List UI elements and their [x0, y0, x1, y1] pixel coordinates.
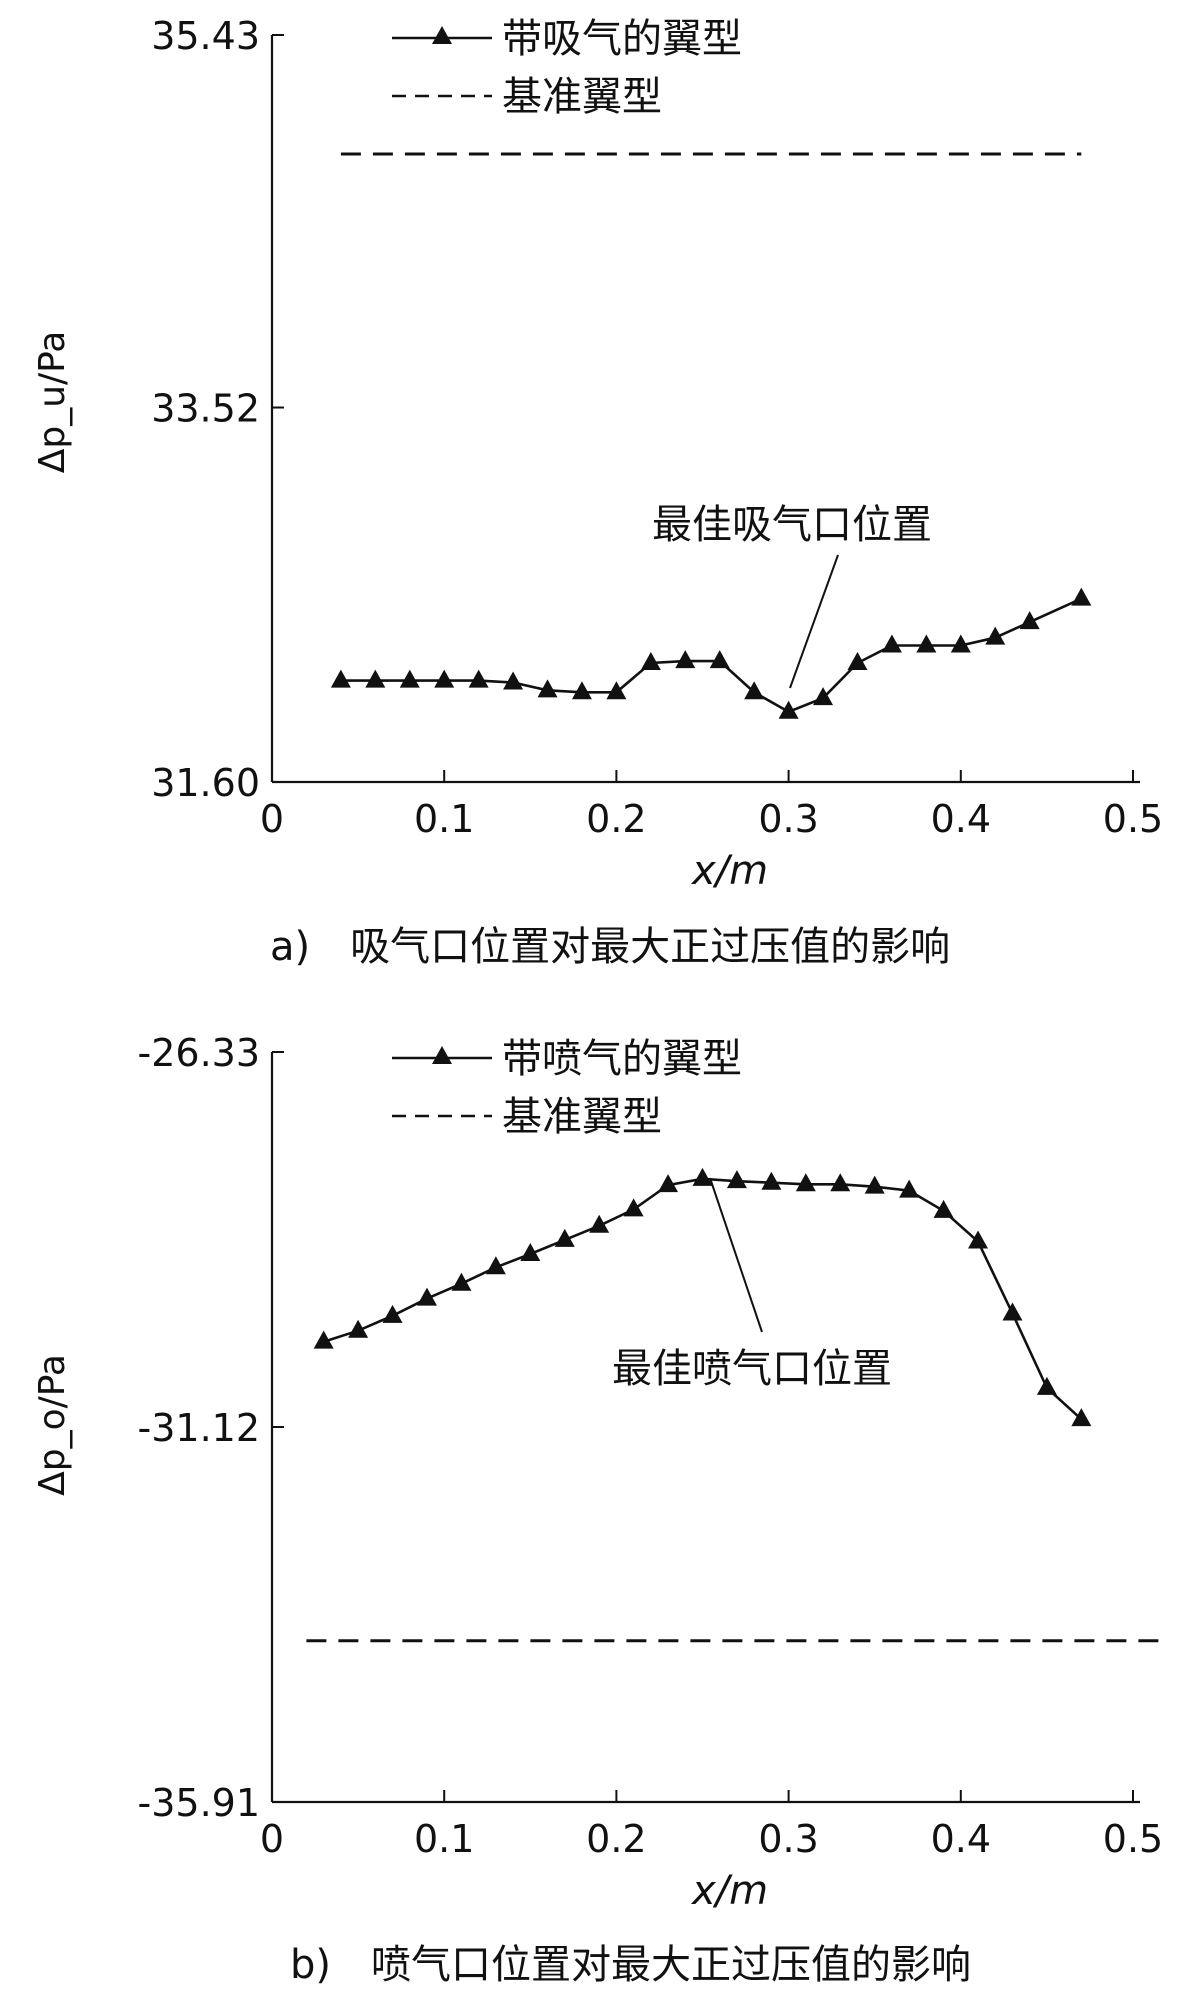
chart-a-data-point — [571, 681, 592, 700]
chart-a-data-point — [881, 634, 902, 653]
chart-b-data-point — [451, 1272, 472, 1291]
chart-b-y-tick-label: -26.33 — [138, 1031, 261, 1075]
chart-a-data-point — [675, 650, 696, 669]
chart-b-data-point — [382, 1304, 403, 1323]
chart-a-data-point — [434, 669, 455, 688]
chart-b-data-point — [1036, 1376, 1057, 1395]
chart-a-x-tick-label: 0.4 — [931, 797, 991, 841]
chart-b-data-point — [864, 1175, 885, 1194]
chart-b-data-point — [313, 1330, 334, 1349]
chart-a-data-point — [537, 679, 558, 698]
chart-a-annotation-leader — [789, 554, 839, 689]
chart-a: 31.60 33.52 35.43 0 0.1 0.2 0.3 0.4 0.5 Δp_u/Pa… — [32, 14, 1163, 970]
chart-a-data-point — [606, 681, 627, 700]
chart-a-data-point — [813, 687, 834, 706]
chart-a-y-tick-label: 33.52 — [151, 387, 260, 431]
chart-a-x-tick-label: 0.3 — [758, 797, 818, 841]
chart-b-x-tick-label: 0.1 — [414, 1817, 474, 1861]
chart-b-data-point — [554, 1228, 575, 1247]
chart-b-data-point — [795, 1173, 816, 1192]
chart-b-x-axis-label: x/m — [690, 1868, 768, 1914]
chart-a-data-point — [365, 669, 386, 688]
chart-a-x-tick-label: 0.5 — [1103, 797, 1163, 841]
chart-a-data-point — [468, 669, 489, 688]
chart-b-legend-label-baseline: 基准翼型 — [502, 1094, 662, 1140]
chart-b-data-point — [726, 1170, 747, 1189]
chart-a-data-point — [1071, 587, 1092, 606]
chart-b-x-tick-label: 0.2 — [586, 1817, 646, 1861]
chart-b-data-point — [968, 1230, 989, 1249]
chart-b-data-point — [520, 1242, 541, 1261]
chart-b-x-tick-label: 0.4 — [931, 1817, 991, 1861]
chart-b-x-tick-label: 0.3 — [758, 1817, 818, 1861]
chart-a-x-tick-label: 0 — [260, 797, 284, 841]
chart-b: -26.33 -31.12 -35.91 0 0.1 0.2 0.3 0.4 0.5 Δp_o… — [32, 1031, 1168, 1988]
chart-a-x-tick-label: 0.2 — [586, 797, 646, 841]
chart-a-legend-triangle-marker — [432, 26, 452, 44]
chart-b-data-point — [589, 1214, 610, 1233]
chart-a-y-tick-label: 35.43 — [151, 14, 260, 58]
chart-b-annotation-leader — [709, 1177, 763, 1333]
chart-a-data-point — [744, 681, 765, 700]
chart-b-caption: b) 喷气口位置对最大正过压值的影响 — [290, 1942, 971, 1988]
chart-b-y-tick-label: -31.12 — [138, 1406, 261, 1450]
chart-b-y-tick-label: -35.91 — [138, 1781, 261, 1825]
chart-a-y-axis-label: Δp_u/Pa — [32, 331, 73, 474]
chart-b-x-tick-label: 0.5 — [1103, 1817, 1163, 1861]
chart-a-x-tick-label: 0.1 — [414, 797, 474, 841]
chart-b-data-point — [623, 1198, 644, 1217]
chart-a-x-axis-label: x/m — [690, 848, 768, 894]
chart-a-annotation: 最佳吸气口位置 — [652, 502, 932, 548]
chart-b-legend-triangle-marker — [432, 1046, 452, 1064]
chart-a-data-point — [399, 669, 420, 688]
chart-a-caption: a) 吸气口位置对最大正过压值的影响 — [270, 924, 950, 970]
chart-b-data-point — [1071, 1408, 1092, 1427]
chart-b-data-point — [658, 1174, 679, 1193]
chart-b-data-point — [416, 1287, 437, 1306]
chart-b-data-point — [692, 1167, 713, 1186]
chart-a-data-point — [1019, 611, 1040, 630]
chart-b-data-point — [1002, 1302, 1023, 1321]
chart-b-legend-label-jet: 带喷气的翼型 — [502, 1036, 742, 1082]
chart-b-data-point — [899, 1179, 920, 1198]
chart-b-annotation: 最佳喷气口位置 — [612, 1346, 892, 1392]
chart-a-legend-label-baseline: 基准翼型 — [502, 74, 662, 120]
chart-a-legend-label-suction: 带吸气的翼型 — [502, 16, 742, 62]
chart-b-data-point — [761, 1171, 782, 1190]
chart-a-data-point — [950, 634, 971, 653]
chart-b-y-axis-label: Δp_o/Pa — [32, 1354, 73, 1496]
chart-b-data-point — [933, 1199, 954, 1218]
chart-a-data-point — [330, 669, 351, 688]
chart-a-data-point — [778, 700, 799, 719]
chart-b-data-point — [830, 1173, 851, 1192]
chart-a-data-point — [985, 626, 1006, 645]
chart-a-data-point — [709, 650, 730, 669]
chart-b-x-tick-label: 0 — [260, 1817, 284, 1861]
chart-a-data-point — [847, 652, 868, 671]
chart-a-data-point — [503, 671, 524, 690]
chart-a-series-line-main — [340, 597, 1082, 714]
chart-b-data-point — [348, 1319, 369, 1338]
chart-a-y-tick-label: 31.60 — [151, 761, 260, 805]
chart-a-data-point — [640, 652, 661, 671]
chart-b-data-point — [485, 1256, 506, 1275]
chart-a-data-point — [916, 634, 937, 653]
